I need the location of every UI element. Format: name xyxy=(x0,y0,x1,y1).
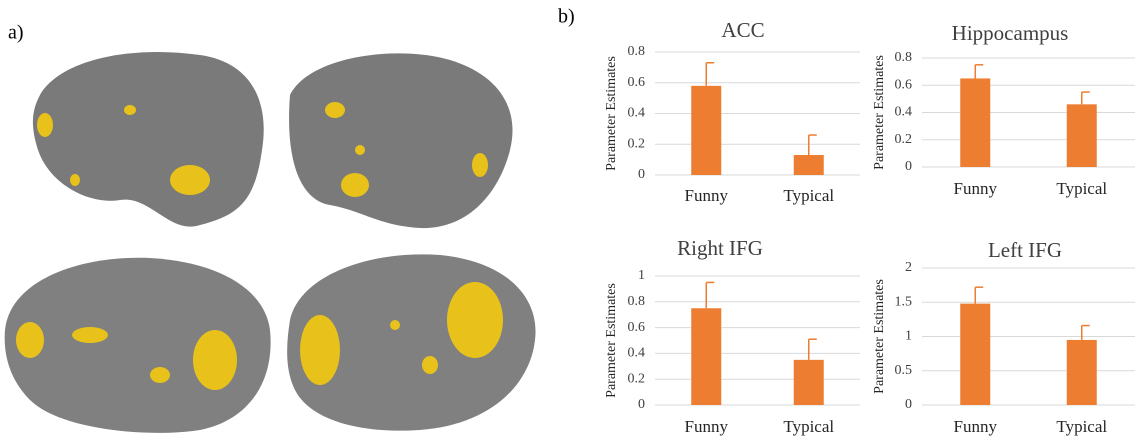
error-bar xyxy=(808,134,817,156)
bar xyxy=(1066,339,1097,405)
brain-images xyxy=(4,51,536,433)
y-tick-label: 0.4 xyxy=(895,105,913,120)
bar xyxy=(960,303,991,405)
y-tick-label: 0.2 xyxy=(628,371,646,386)
brain-lateral-left xyxy=(32,51,264,227)
y-axis-label: Parameter Estimates xyxy=(872,55,887,170)
y-axis-label: Parameter Estimates xyxy=(872,279,887,394)
x-tick-label: Funny xyxy=(685,186,729,205)
activation xyxy=(16,102,503,390)
x-tick-label: Funny xyxy=(954,417,998,436)
x-tick-label: Funny xyxy=(954,179,998,198)
y-tick-label: 0.4 xyxy=(628,106,646,121)
x-tick-label: Typical xyxy=(783,186,834,205)
y-tick-label: 0.8 xyxy=(628,294,646,309)
y-tick-label: 0 xyxy=(905,159,912,174)
y-tick-label: 0 xyxy=(905,397,912,412)
bar xyxy=(793,359,824,405)
x-tick-label: Funny xyxy=(685,417,729,436)
bar xyxy=(1066,104,1097,167)
chart-title: Right IFG xyxy=(677,236,763,260)
y-tick-label: 0.2 xyxy=(895,132,913,147)
panel-label: a) xyxy=(8,22,24,44)
error-bar xyxy=(1081,324,1090,340)
error-bar xyxy=(808,338,817,360)
y-tick-label: 1 xyxy=(638,268,645,283)
error-bar xyxy=(705,62,715,86)
chart-title: ACC xyxy=(721,18,764,42)
y-tick-label: 1 xyxy=(905,329,912,344)
y-axis-label: Parameter Estimates xyxy=(604,283,619,398)
y-tick-label: 0.6 xyxy=(628,320,646,335)
bar xyxy=(691,308,722,405)
y-tick-label: 0.8 xyxy=(895,50,913,65)
y-tick-label: 0.5 xyxy=(895,363,913,378)
error-bar xyxy=(974,286,984,304)
chart-title: Hippocampus xyxy=(952,21,1069,45)
y-tick-label: 1.5 xyxy=(895,294,913,309)
bar xyxy=(960,78,991,167)
y-tick-label: 0.4 xyxy=(628,346,646,361)
y-tick-label: 0.8 xyxy=(628,44,646,59)
error-bar xyxy=(974,64,984,79)
y-tick-label: 0.2 xyxy=(628,136,646,151)
bar xyxy=(691,85,722,175)
y-axis-label: Parameter Estimates xyxy=(604,56,619,171)
y-tick-label: 2 xyxy=(905,260,912,275)
y-tick-label: 0.6 xyxy=(628,75,646,90)
x-tick-label: Typical xyxy=(783,417,834,436)
x-tick-label: Typical xyxy=(1056,417,1107,436)
y-tick-label: 0 xyxy=(638,167,645,182)
brain-lateral-right xyxy=(289,53,513,229)
error-bar xyxy=(1081,91,1090,105)
error-bar xyxy=(705,281,715,309)
chart-title: Left IFG xyxy=(988,238,1062,262)
y-tick-label: 0.6 xyxy=(895,77,913,92)
y-tick-label: 0 xyxy=(638,397,645,412)
x-tick-label: Typical xyxy=(1056,179,1107,198)
panel-label: b) xyxy=(558,6,575,28)
brain-medial-left xyxy=(4,257,271,433)
bar xyxy=(793,155,824,175)
